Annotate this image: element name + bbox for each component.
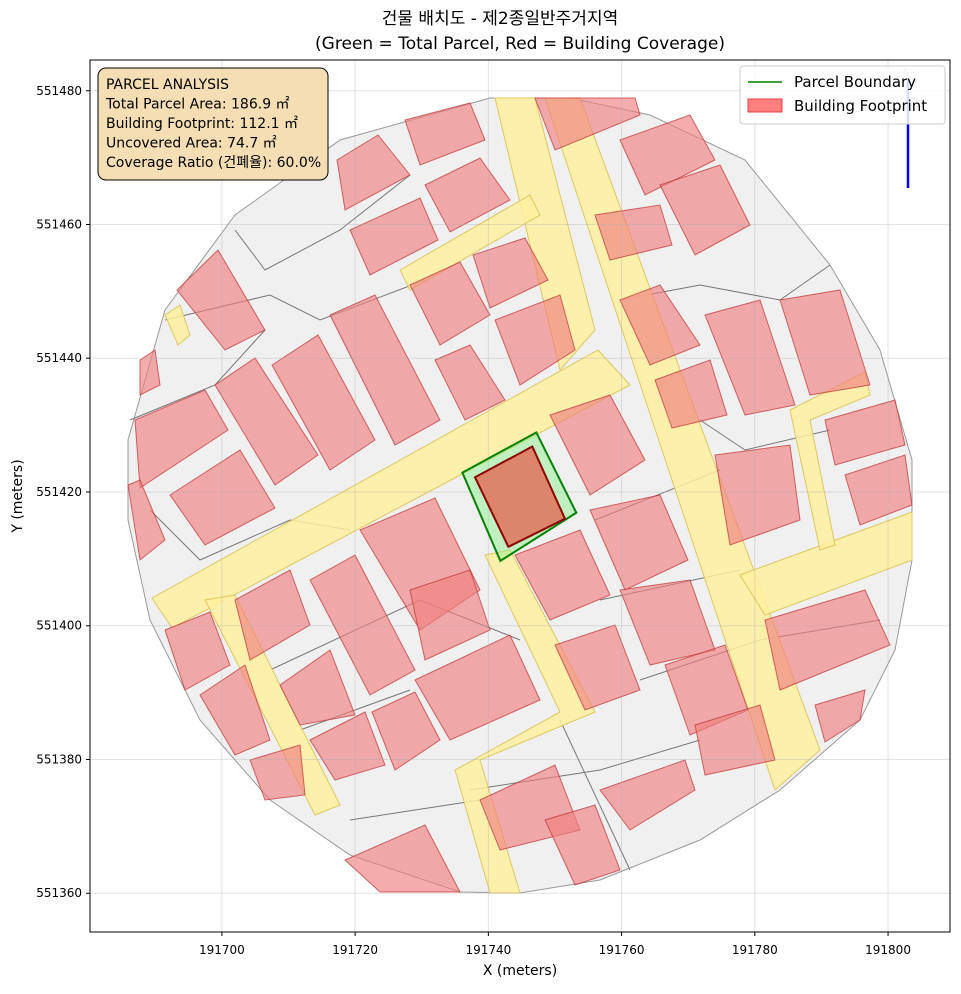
- y-axis-label: Y (meters): [10, 459, 26, 533]
- annotation-line: Coverage Ratio (건폐율): 60.0%: [106, 155, 321, 171]
- y-tick-label: 551480: [36, 84, 82, 98]
- annotation: PARCEL ANALYSIS Total Parcel Area: 186.9 …: [105, 77, 321, 171]
- annotation-line: PARCEL ANALYSIS: [106, 77, 229, 93]
- annotation-line: Total Parcel Area: 186.9 ㎡: [105, 97, 290, 113]
- x-tick-label: 191700: [199, 943, 245, 957]
- y-tick-label: 551460: [36, 218, 82, 232]
- legend-label: Parcel Boundary: [794, 73, 916, 91]
- highlight: [461, 431, 578, 563]
- x-tick-label: 191780: [732, 943, 778, 957]
- buildings: [127, 97, 913, 893]
- legend-entries: Parcel Boundary Building Footprint: [747, 73, 927, 115]
- annotation-box: [97, 67, 329, 181]
- x-tick-label: 191720: [332, 943, 378, 957]
- x-tick-label: 191800: [865, 943, 911, 957]
- roads: [151, 97, 913, 894]
- chart-subtitle: (Green = Total Parcel, Red = Building Co…: [315, 34, 725, 54]
- chart-title: 건물 배치도 - 제2종일반주거지역: [382, 9, 618, 29]
- legend-label: Building Footprint: [794, 97, 927, 115]
- y-tick-label: 551380: [36, 752, 82, 766]
- legend: [739, 65, 946, 125]
- x-tick-label: 191740: [465, 943, 511, 957]
- y-tick-label: 551420: [36, 485, 82, 499]
- y-tick-label: 551400: [36, 619, 82, 633]
- y-tick-label: 551360: [36, 886, 82, 900]
- annotation-line: Building Footprint: 112.1 ㎡: [106, 116, 298, 132]
- plot-frame: [89, 59, 951, 933]
- y-tick-label: 551440: [36, 351, 82, 365]
- x-tick-label: 191760: [599, 943, 645, 957]
- legend-swatch: [747, 98, 783, 113]
- annotation-line: Uncovered Area: 74.7 ㎡: [106, 136, 277, 152]
- x-axis-label: X (meters): [483, 963, 557, 979]
- parcel-polygon: [473, 445, 567, 549]
